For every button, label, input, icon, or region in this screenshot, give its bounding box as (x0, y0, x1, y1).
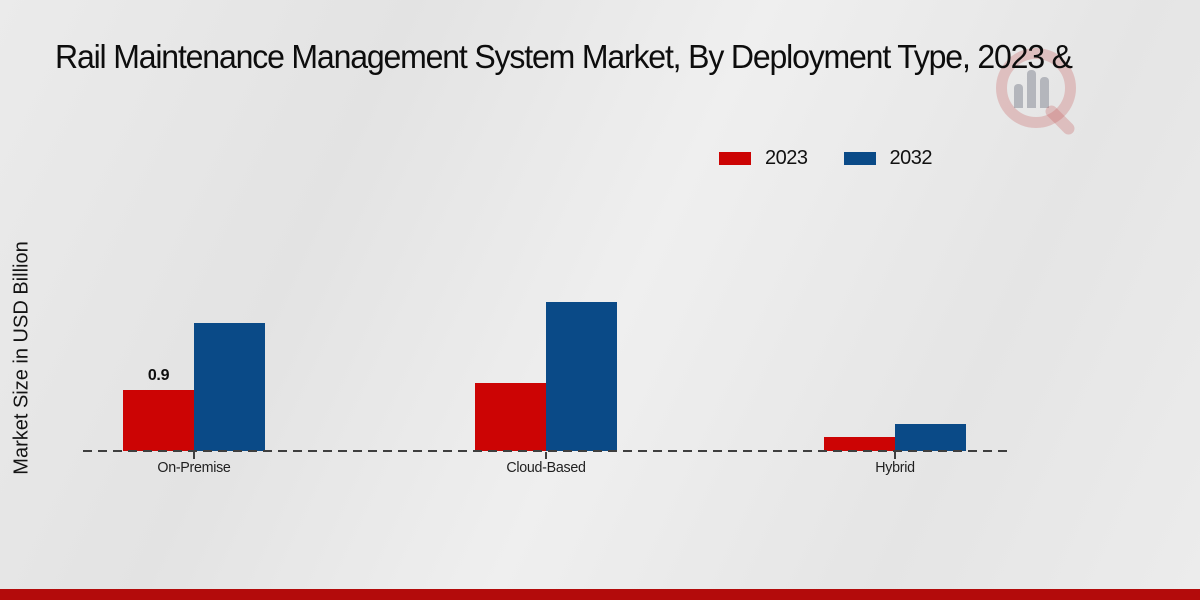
bar-2023-cloud-based (474, 383, 546, 451)
bar-2032-hybrid (895, 424, 966, 451)
legend: 2023 2032 (719, 147, 932, 170)
y-axis-label: Market Size in USD Billion (10, 241, 33, 475)
axis-tick (544, 452, 547, 459)
bar-2023-hybrid (824, 437, 895, 451)
footer-accent-strip (0, 589, 1200, 600)
legend-item-2023: 2023 (719, 147, 808, 170)
legend-label-2023: 2023 (765, 147, 808, 169)
legend-swatch-2032 (843, 152, 876, 165)
bar-value-label: 0.9 (147, 367, 170, 384)
x-axis-baseline (83, 450, 1007, 452)
magnifier-bar-chart-logo-icon (988, 40, 1118, 190)
logo-bar-icon (1040, 77, 1049, 108)
chart-title: Rail Maintenance Management System Marke… (55, 38, 1073, 75)
axis-tick (193, 452, 195, 459)
bar-2023-on-premise (123, 390, 194, 451)
legend-label-2032: 2032 (889, 147, 933, 169)
category-label-cloud-based: Cloud-Based (505, 459, 586, 476)
legend-swatch-2023 (719, 152, 751, 165)
logo-bar-icon (1027, 70, 1036, 108)
magnifier-ring-icon (996, 48, 1076, 128)
legend-item-2032: 2032 (843, 147, 933, 170)
logo-bar-icon (1014, 84, 1023, 108)
axis-tick (894, 452, 896, 459)
bar-2032-cloud-based (545, 302, 617, 451)
category-label-hybrid: Hybrid (875, 459, 915, 476)
category-label-on-premise: On-Premise (157, 459, 231, 476)
bar-2032-on-premise (194, 323, 265, 451)
